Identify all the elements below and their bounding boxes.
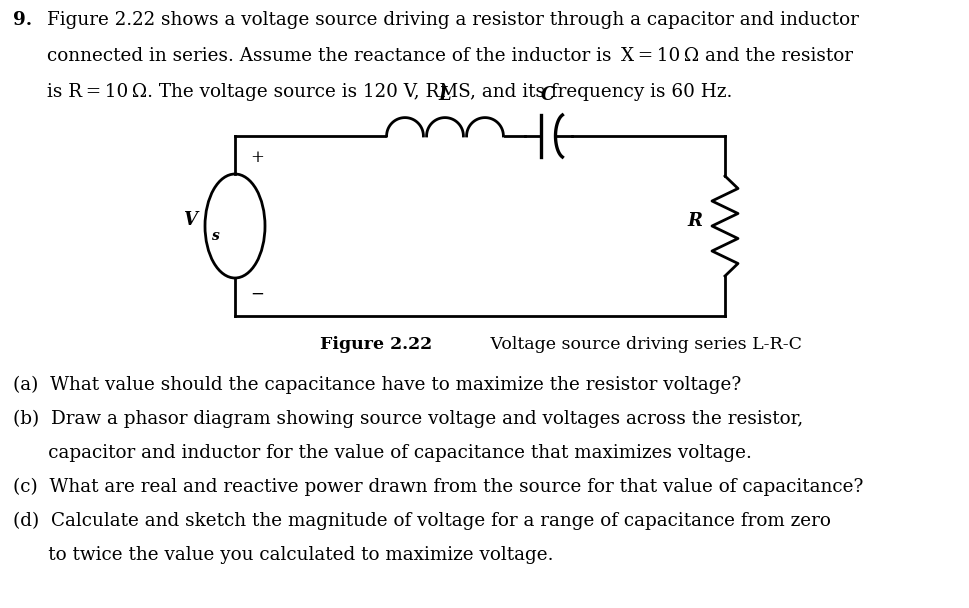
Text: L: L: [439, 86, 452, 104]
Text: Figure 2.22: Figure 2.22: [320, 336, 432, 353]
Text: connected in series. Assume the reactance of the inductor is  X = 10 Ω and the r: connected in series. Assume the reactanc…: [47, 47, 853, 65]
Text: (b)  Draw a phasor diagram showing source voltage and voltages across the resist: (b) Draw a phasor diagram showing source…: [13, 410, 803, 428]
Text: −: −: [250, 286, 264, 303]
Text: Voltage source driving series L-R-C: Voltage source driving series L-R-C: [474, 336, 802, 353]
Text: 9.: 9.: [13, 11, 32, 29]
Text: (d)  Calculate and sketch the magnitude of voltage for a range of capacitance fr: (d) Calculate and sketch the magnitude o…: [13, 512, 830, 530]
Text: capacitor and inductor for the value of capacitance that maximizes voltage.: capacitor and inductor for the value of …: [13, 444, 752, 462]
Text: (c)  What are real and reactive power drawn from the source for that value of ca: (c) What are real and reactive power dra…: [13, 478, 863, 496]
Text: to twice the value you calculated to maximize voltage.: to twice the value you calculated to max…: [13, 546, 553, 564]
Text: (a)  What value should the capacitance have to maximize the resistor voltage?: (a) What value should the capacitance ha…: [13, 376, 741, 394]
Text: is R = 10 Ω. The voltage source is 120 V, RMS, and its frequency is 60 Hz.: is R = 10 Ω. The voltage source is 120 V…: [47, 83, 733, 101]
Text: R: R: [687, 212, 703, 230]
Text: Figure 2.22 shows a voltage source driving a resistor through a capacitor and in: Figure 2.22 shows a voltage source drivi…: [47, 11, 859, 29]
Text: s: s: [212, 229, 220, 243]
Text: V: V: [183, 211, 197, 229]
Text: +: +: [250, 149, 264, 166]
Text: C: C: [542, 86, 555, 104]
